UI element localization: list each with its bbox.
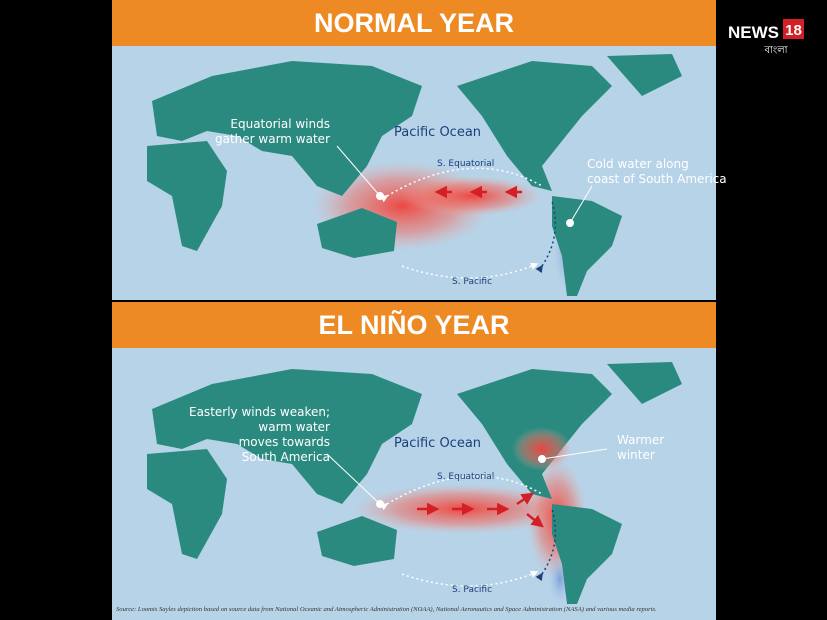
- pointer: [326, 453, 381, 505]
- current-label: S. Pacific: [452, 277, 492, 287]
- continent: [607, 362, 682, 404]
- continent: [317, 208, 397, 258]
- logo-name: NEWS: [728, 23, 779, 42]
- logo-box: [783, 19, 804, 39]
- continent: [147, 449, 227, 559]
- continent: [607, 54, 682, 96]
- callout: moves towards: [239, 435, 330, 449]
- callout: warm water: [258, 420, 330, 434]
- current: [535, 508, 557, 582]
- source: Source: Loomis Sayles depiction based on…: [116, 606, 657, 613]
- continent: [317, 516, 397, 566]
- warm-pool: [402, 176, 542, 216]
- current: [401, 570, 539, 587]
- callout-right: coast of South America: [587, 172, 727, 186]
- banner: [112, 0, 716, 46]
- warm-land: [512, 427, 572, 471]
- panel: EL NIÑO YEAR Easterly winds weaken;warm w…: [112, 302, 716, 620]
- wind-arrow: [526, 513, 544, 528]
- current: [401, 262, 539, 279]
- continent: [152, 369, 422, 504]
- continent: [552, 504, 622, 604]
- current-label: S. Equatorial: [437, 472, 494, 482]
- pointer: [569, 185, 593, 224]
- banner: [112, 302, 716, 348]
- logo: NEWS 18 বাংলা: [728, 19, 804, 56]
- callout-right: Cold water along: [587, 157, 689, 171]
- panel-title: EL NIÑO YEAR: [318, 309, 509, 340]
- logo-number: 18: [785, 22, 802, 39]
- panel-title: NORMAL YEAR: [314, 8, 514, 38]
- wind-arrow: [516, 492, 535, 506]
- callout-right: Warmer: [617, 433, 664, 447]
- callout: South America: [242, 450, 330, 464]
- continent: [147, 141, 227, 251]
- current: [535, 200, 557, 274]
- current-label: S. Equatorial: [437, 159, 494, 169]
- continent: [457, 61, 612, 191]
- logo-sub: বাংলা: [763, 45, 788, 56]
- current: [379, 167, 543, 203]
- pointer: [541, 448, 608, 460]
- current: [379, 475, 543, 511]
- ocean-label: Pacific Ocean: [394, 436, 481, 451]
- callout-right: winter: [617, 448, 655, 462]
- continent: [152, 61, 422, 196]
- ocean-label: Pacific Ocean: [394, 125, 481, 140]
- callout: Easterly winds weaken;: [189, 405, 330, 419]
- callout: gather warm water: [215, 132, 330, 146]
- current-label: S. Pacific: [452, 585, 492, 595]
- pointer: [336, 145, 381, 197]
- callout: Equatorial winds: [230, 117, 330, 131]
